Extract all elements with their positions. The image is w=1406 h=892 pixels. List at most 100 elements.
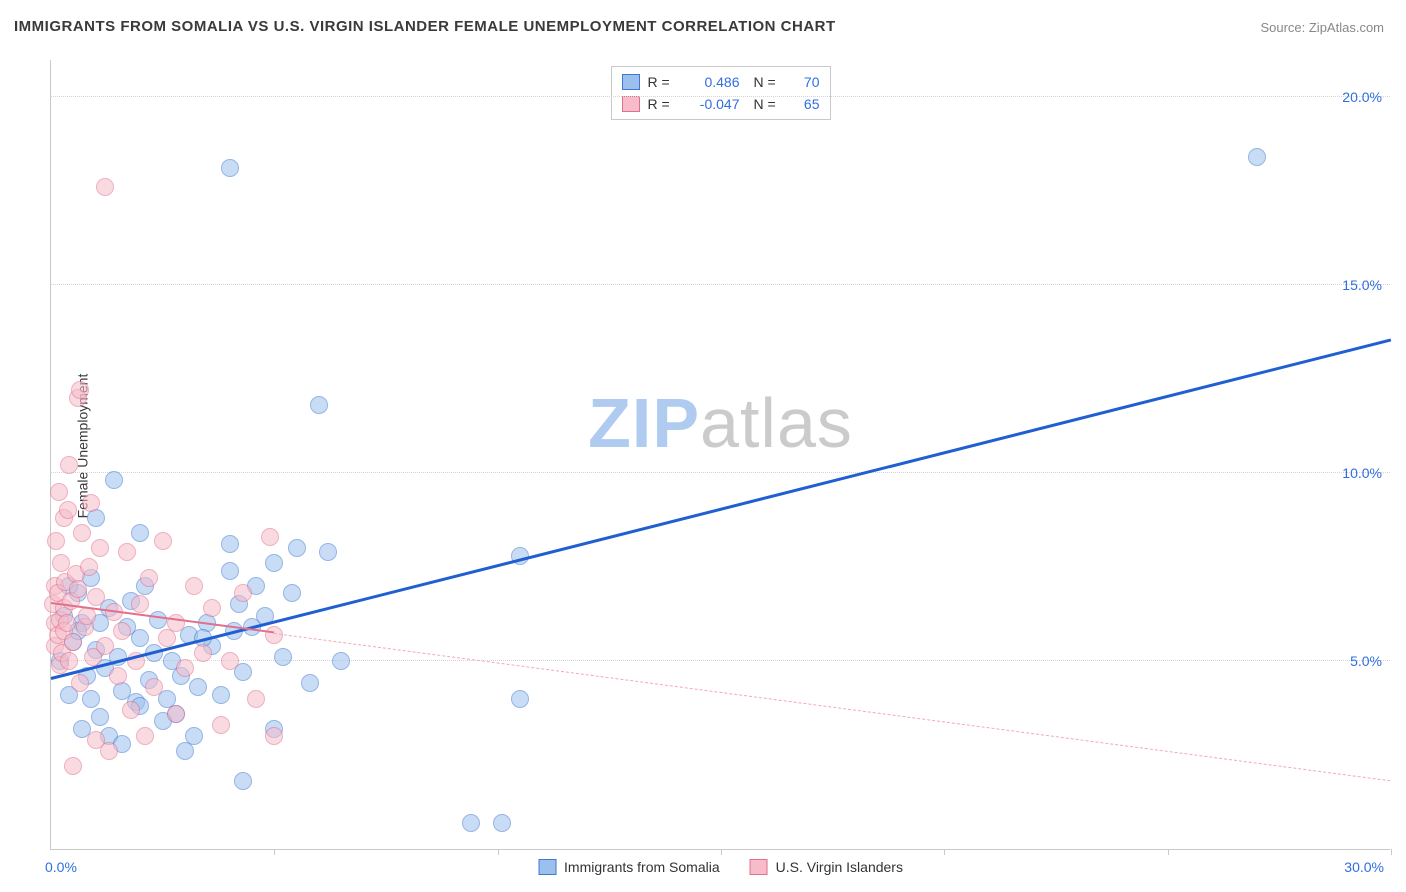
data-point-usvi [82,494,100,512]
watermark: ZIPatlas [588,383,853,463]
data-point-usvi [109,667,127,685]
legend-swatch [622,74,640,90]
data-point-usvi [80,558,98,576]
data-point-somalia [91,708,109,726]
data-point-somalia [319,543,337,561]
data-point-usvi [154,532,172,550]
data-point-somalia [301,674,319,692]
data-point-usvi [122,701,140,719]
data-point-somalia [1248,148,1266,166]
data-point-usvi [96,178,114,196]
data-point-usvi [247,690,265,708]
x-tick [1391,849,1392,855]
legend-item-usvi: U.S. Virgin Islanders [750,859,903,875]
y-tick-label: 5.0% [1350,653,1382,669]
data-point-usvi [145,678,163,696]
data-point-somalia [131,629,149,647]
y-tick-label: 10.0% [1342,465,1382,481]
data-point-somalia [149,611,167,629]
legend-n-label: N = [754,96,784,112]
data-point-usvi [194,644,212,662]
y-tick-label: 15.0% [1342,277,1382,293]
data-point-somalia [212,686,230,704]
data-point-usvi [212,716,230,734]
gridline [51,472,1390,473]
legend-label: U.S. Virgin Islanders [776,859,903,875]
legend-r-label: R = [648,74,678,90]
x-tick [498,849,499,855]
chart-title: IMMIGRANTS FROM SOMALIA VS U.S. VIRGIN I… [14,18,836,35]
y-tick-label: 20.0% [1342,89,1382,105]
x-tick [721,849,722,855]
data-point-usvi [96,637,114,655]
x-tick [944,849,945,855]
data-point-usvi [58,614,76,632]
data-point-usvi [64,757,82,775]
data-point-usvi [131,595,149,613]
legend-r-label: R = [648,96,678,112]
data-point-usvi [100,742,118,760]
x-axis-max-label: 30.0% [1344,859,1384,875]
x-tick [274,849,275,855]
watermark-zip: ZIP [588,384,700,462]
data-point-somalia [288,539,306,557]
data-point-usvi [234,584,252,602]
data-point-usvi [50,483,68,501]
data-point-somalia [234,772,252,790]
data-point-usvi [47,532,65,550]
data-point-somalia [493,814,511,832]
plot-area: ZIPatlas R =0.486N =70R =-0.047N =65 Imm… [50,60,1390,850]
legend-label: Immigrants from Somalia [564,859,720,875]
data-point-usvi [261,528,279,546]
data-point-usvi [59,501,77,519]
data-point-usvi [113,622,131,640]
gridline [51,96,1390,97]
data-point-usvi [176,659,194,677]
data-point-usvi [71,674,89,692]
data-point-usvi [221,652,239,670]
data-point-somalia [332,652,350,670]
data-point-usvi [140,569,158,587]
x-tick [1168,849,1169,855]
x-axis-min-label: 0.0% [45,859,77,875]
data-point-usvi [167,705,185,723]
correlation-legend: R = 0.486 N = 70 R = -0.047 N = 65 [611,66,831,120]
data-point-somalia [82,690,100,708]
gridline [51,284,1390,285]
data-point-usvi [71,381,89,399]
data-point-somalia [131,524,149,542]
legend-row-somalia: R = 0.486 N = 70 [622,71,820,93]
series-legend: Immigrants from Somalia U.S. Virgin Islan… [538,859,903,875]
legend-n-value: 65 [792,96,820,112]
data-point-somalia [221,562,239,580]
data-point-usvi [64,633,82,651]
legend-n-label: N = [754,74,784,90]
legend-swatch [750,859,768,875]
data-point-usvi [185,577,203,595]
legend-swatch [538,859,556,875]
data-point-usvi [203,599,221,617]
data-point-usvi [265,727,283,745]
data-point-usvi [118,543,136,561]
data-point-somalia [265,554,283,572]
legend-r-value: -0.047 [686,96,740,112]
data-point-somalia [221,159,239,177]
data-point-usvi [60,652,78,670]
source-label: Source: ZipAtlas.com [1260,20,1384,35]
legend-swatch [622,96,640,112]
data-point-somalia [283,584,301,602]
data-point-somalia [310,396,328,414]
legend-n-value: 70 [792,74,820,90]
legend-item-somalia: Immigrants from Somalia [538,859,720,875]
data-point-somalia [274,648,292,666]
data-point-usvi [136,727,154,745]
data-point-somalia [189,678,207,696]
data-point-usvi [60,456,78,474]
data-point-usvi [91,539,109,557]
gridline [51,660,1390,661]
data-point-somalia [185,727,203,745]
trend-line [274,633,1391,781]
data-point-usvi [69,580,87,598]
legend-r-value: 0.486 [686,74,740,90]
data-point-somalia [511,690,529,708]
